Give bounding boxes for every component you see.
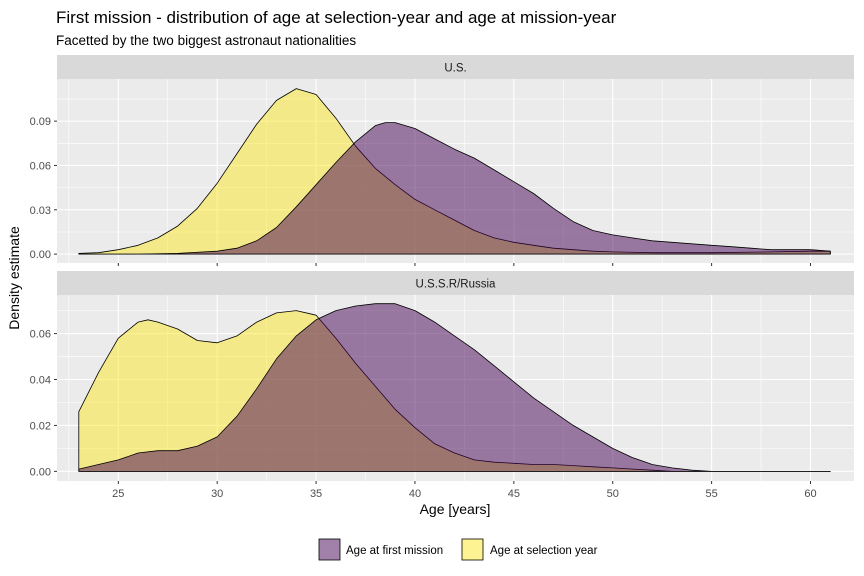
facet-panel: U.S. 0.00 0.03 0.06 0.09	[30, 55, 854, 266]
x-tick-label: 35	[310, 488, 322, 500]
legend-label-mission: Age at first mission	[346, 545, 443, 557]
legend-label-selection: Age at selection year	[490, 545, 598, 557]
facet-strip	[57, 271, 854, 295]
x-tick-label: 25	[112, 488, 124, 500]
y-tick-label: 0.06	[30, 160, 51, 172]
facet-strip-label: U.S.	[444, 63, 466, 75]
y-tick-label: 0.00	[30, 249, 51, 261]
y-tick-label: 0.04	[30, 375, 51, 387]
x-tick-label: 55	[705, 488, 717, 500]
x-axis-label: Age [years]	[420, 501, 491, 517]
facet-strip	[57, 55, 854, 79]
y-tick-label: 0.09	[30, 116, 51, 128]
legend: Age at first mission Age at selection yea…	[318, 538, 598, 561]
y-tick-label: 0.06	[30, 329, 51, 341]
legend-swatch-selection	[461, 538, 484, 561]
x-tick-label: 50	[607, 488, 619, 500]
x-tick-label: 45	[508, 488, 520, 500]
y-axis-label: Density estimate	[6, 226, 22, 330]
y-tick-label: 0.03	[30, 205, 51, 217]
x-tick-label: 30	[211, 488, 223, 500]
chart-title: First mission - distribution of age at s…	[56, 8, 617, 27]
chart-subtitle: Facetted by the two biggest astronaut na…	[56, 33, 356, 48]
density-area-mission	[78, 122, 831, 255]
density-area-mission	[78, 303, 831, 472]
y-tick-label: 0.02	[30, 420, 51, 432]
facets: U.S. 0.00 0.03 0.06 0.09 U.S.S.R/Russia 0.00 0.…	[30, 55, 854, 500]
legend-swatch-mission	[318, 538, 341, 561]
x-tick-label: 40	[409, 488, 421, 500]
facet-panel: U.S.S.R/Russia 0.00 0.02 0.04 0.06 25 30 35 40 45…	[30, 271, 854, 500]
facet-strip-label: U.S.S.R/Russia	[416, 279, 496, 291]
y-tick-label: 0.00	[30, 466, 51, 478]
x-tick-label: 60	[804, 488, 816, 500]
